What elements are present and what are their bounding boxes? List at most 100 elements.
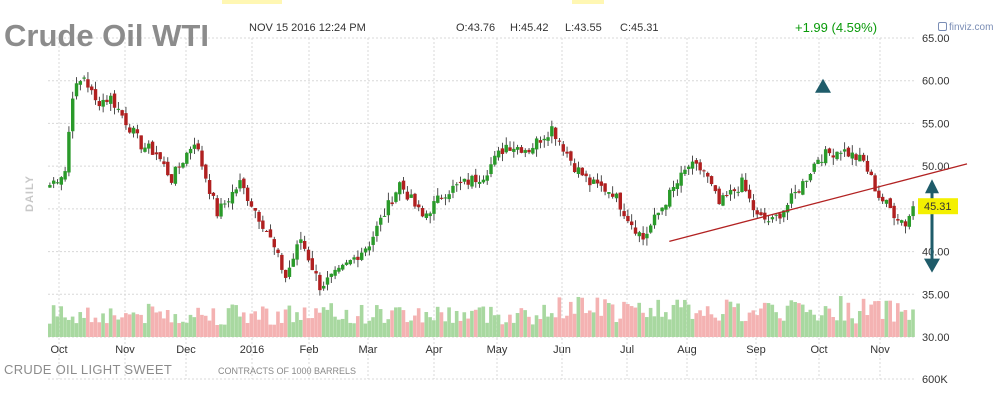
volume-bar (394, 307, 398, 337)
candle-body (622, 211, 626, 217)
candle-body (561, 144, 565, 152)
candle-body (413, 193, 417, 207)
candle-body (325, 277, 330, 285)
volume-bar (884, 300, 889, 337)
volume-bar (694, 313, 699, 337)
chart-datetime: NOV 15 2016 12:24 PM (249, 22, 366, 34)
volume-bar (880, 318, 885, 337)
x-tick-label: Jul (620, 344, 634, 356)
volume-bar (591, 312, 596, 337)
top-highlight-right (572, 0, 604, 4)
candle-body (725, 195, 729, 197)
candle-body (877, 190, 881, 198)
candle-body (569, 151, 573, 161)
y-tick-label: 40.00 (922, 247, 950, 259)
candle-body (591, 179, 596, 184)
volume-bar (405, 322, 410, 337)
candle-body (599, 181, 603, 186)
x-tick-label: Feb (300, 344, 319, 356)
volume-bar (549, 313, 554, 337)
candle-body (884, 199, 889, 204)
volume-bar (184, 322, 189, 337)
candle-body (911, 206, 915, 217)
timeframe-label: DAILY (24, 175, 36, 212)
candle-body (641, 232, 645, 240)
volume-bar (215, 324, 219, 337)
candle-body (321, 285, 326, 289)
candle-body (348, 260, 353, 265)
volume-bar (816, 320, 820, 337)
candle-body (310, 258, 314, 271)
candle-body (645, 233, 649, 239)
candle-body (188, 148, 193, 154)
candle-body (721, 195, 725, 206)
x-tick-label: Jun (553, 344, 571, 356)
volume-bar (561, 318, 565, 337)
volume-bar (287, 305, 292, 337)
candle-body (671, 186, 676, 192)
volume-bar (78, 312, 83, 337)
x-tick-label: Apr (425, 344, 442, 356)
candle-body (398, 182, 402, 195)
candle-body (527, 149, 531, 153)
instrument-name: CRUDE OIL LIGHT SWEET (4, 362, 173, 377)
volume-bar (89, 322, 94, 337)
y-tick-label: 35.00 (922, 289, 950, 301)
candle-body (226, 201, 231, 203)
volume-bar (82, 317, 86, 337)
volume-bar (846, 302, 851, 337)
volume-bar (736, 303, 740, 337)
volume-bar (203, 315, 208, 337)
candle-body (892, 205, 896, 219)
volume-bar (838, 296, 843, 337)
candle-body (580, 167, 584, 176)
candle-body (774, 214, 778, 216)
candle-body (386, 200, 391, 216)
candle-body (257, 211, 261, 222)
volume-bar (211, 308, 216, 337)
candle-body (67, 131, 71, 173)
candle-body (261, 220, 265, 229)
finviz-brand[interactable]: finviz.com (938, 22, 993, 33)
volume-bar (770, 304, 775, 337)
volume-bar (363, 323, 368, 337)
volume-bar (143, 323, 147, 337)
candle-body (626, 215, 630, 222)
volume-bar (162, 318, 166, 337)
volume-bar (435, 306, 440, 337)
candle-body (86, 79, 90, 88)
candle-body (808, 174, 813, 181)
volume-bar (751, 310, 756, 337)
volume-bar (557, 297, 562, 337)
candle-body (173, 166, 178, 184)
volume-bar (622, 301, 626, 337)
candle-body (245, 187, 250, 202)
volume-bar (158, 311, 162, 337)
candle-body (880, 196, 885, 202)
candle-body (154, 152, 159, 155)
volume-bar (359, 304, 364, 337)
candle-body (542, 138, 546, 141)
candle-body (340, 264, 345, 270)
candle-body (466, 179, 470, 185)
candle-body (633, 227, 638, 234)
candle-body (553, 127, 558, 140)
candle-body (797, 191, 801, 193)
volume-bar (245, 322, 250, 337)
candle-body (215, 198, 219, 217)
candle-body (740, 177, 744, 192)
volume-bar (382, 322, 387, 337)
candle-body (367, 246, 372, 251)
volume-bar (59, 306, 64, 337)
candle-body (82, 77, 86, 79)
volume-bar (869, 304, 873, 337)
candle-body (504, 144, 508, 153)
candle-body (318, 274, 322, 291)
candle-body (375, 225, 379, 237)
volume-bar (485, 322, 489, 337)
candle-body (230, 191, 235, 204)
candle-body (131, 127, 136, 134)
candle-body (314, 271, 318, 274)
candle-body (508, 147, 512, 151)
volume-bar (314, 308, 318, 337)
